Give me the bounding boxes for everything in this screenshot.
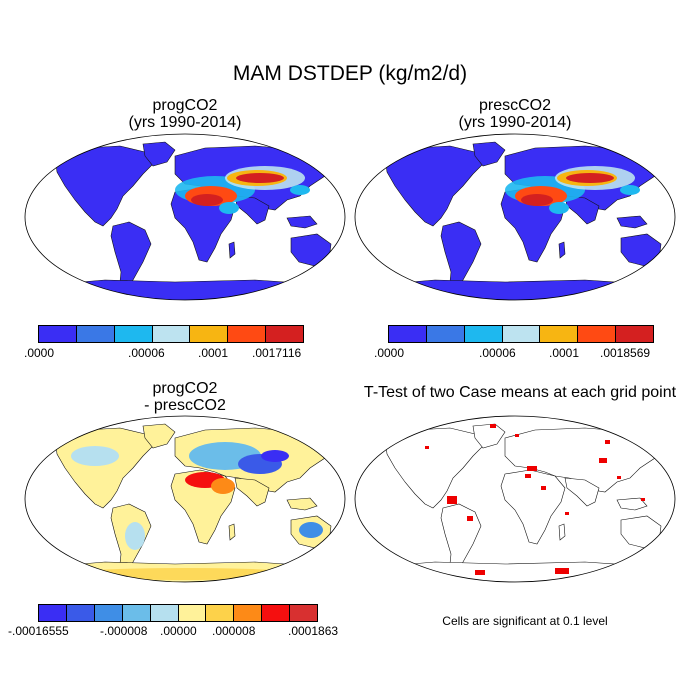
colorbar-segment (122, 605, 151, 621)
panel-title-line1: prescCO2 (478, 97, 552, 114)
colorbar-segment (389, 326, 427, 342)
panel-title-line1: progCO2 (152, 380, 218, 397)
colorbar-segment (290, 605, 318, 621)
map-difference (24, 415, 346, 583)
colorbar-segment (206, 605, 235, 621)
panel-title-presco2: prescCO2 (yrs 1990-2014) (390, 97, 640, 131)
colorbar-segment (178, 605, 207, 621)
panel-title-line2: - prescCO2 (144, 397, 226, 414)
colorbar-label: -.000008 (100, 624, 148, 638)
colorbar-segment (502, 326, 541, 342)
colorbar-label: .0000 (374, 346, 405, 360)
panel-title-difference: progCO2 - prescCO2 (60, 380, 310, 414)
colorbar-label: .00000 (160, 624, 197, 638)
colorbar-segment (464, 326, 503, 342)
map-border (354, 133, 676, 301)
colorbar-difference (38, 604, 318, 622)
colorbar-segment (426, 326, 465, 342)
colorbar-segment (616, 326, 654, 342)
map-border (354, 415, 676, 583)
colorbar-segment (39, 326, 77, 342)
significance-note: Cells are significant at 0.1 level (442, 614, 608, 628)
map-presco2 (354, 133, 676, 301)
colorbar-segment (66, 605, 95, 621)
colorbar-label: .0000 (24, 346, 55, 360)
colorbar-segment (39, 605, 67, 621)
colorbar-label: .00006 (128, 346, 165, 360)
colorbar-segment (190, 326, 229, 342)
map-progco2 (24, 133, 346, 301)
panel-title-line1: progCO2 (152, 97, 218, 114)
colorbar-progco2 (38, 325, 304, 343)
colorbar-label: .0017116 (252, 346, 302, 360)
colorbar-segment (94, 605, 123, 621)
map-border (24, 415, 346, 583)
colorbar-label: .0018569 (600, 346, 651, 360)
panel-title-line2: (yrs 1990-2014) (458, 114, 572, 131)
colorbar-segment (578, 326, 617, 342)
colorbar-label: .0001 (549, 346, 580, 360)
colorbar-segment (114, 326, 153, 342)
figure-title: MAM DSTDEP (kg/m2/d) (232, 62, 468, 85)
colorbar-segment (76, 326, 115, 342)
panel-title-line2: (yrs 1990-2014) (128, 114, 242, 131)
colorbar-label: .00006 (479, 346, 516, 360)
colorbar-segment (150, 605, 179, 621)
colorbar-presco2 (388, 325, 654, 343)
colorbar-label: -.00016555 (8, 624, 69, 638)
colorbar-segment (266, 326, 304, 342)
colorbar-label: .0001863 (288, 624, 339, 638)
colorbar-label: .0001 (198, 346, 229, 360)
panel-title-ttest: T-Test of two Case means at each grid po… (350, 384, 690, 401)
panel-title-progco2: progCO2 (yrs 1990-2014) (60, 97, 310, 131)
panel-title-line1: T-Test of two Case means at each grid po… (363, 384, 677, 401)
colorbar-label: .000008 (212, 624, 256, 638)
colorbar-segment (228, 326, 267, 342)
map-ttest (354, 415, 676, 583)
colorbar-segment (262, 605, 291, 621)
colorbar-segment (152, 326, 191, 342)
colorbar-segment (540, 326, 579, 342)
colorbar-segment (234, 605, 263, 621)
map-border (24, 133, 346, 301)
